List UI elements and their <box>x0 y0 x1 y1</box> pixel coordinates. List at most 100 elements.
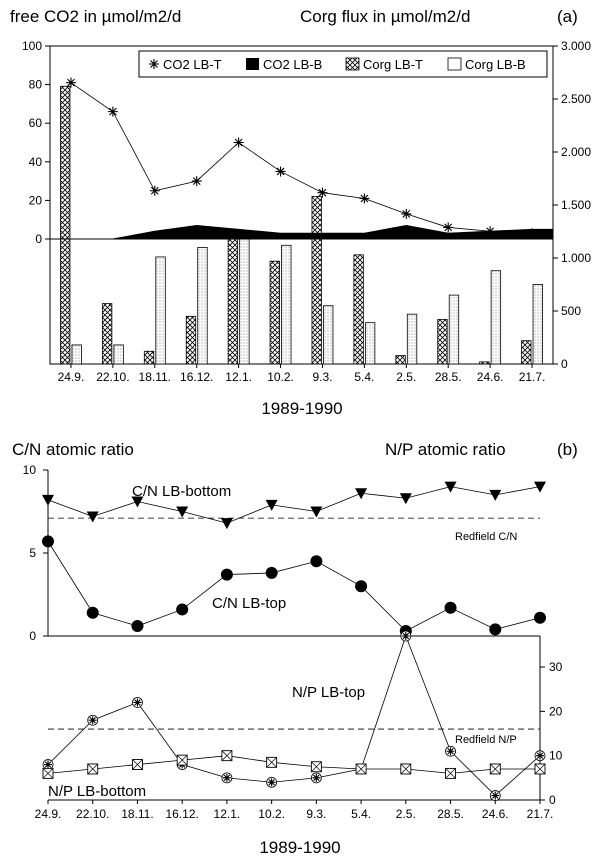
hatched-swatch-icon <box>345 57 360 71</box>
triangle-marker <box>176 506 189 518</box>
asterisk-marker <box>65 77 76 88</box>
x-tick-label: 22.10. <box>96 370 129 384</box>
panel-b: C/N atomic ratio N/P atomic ratio (b) 0 5… <box>12 440 578 857</box>
line-cn-lb-top <box>47 541 541 632</box>
y-left-tick-label: 5 <box>29 546 36 560</box>
square-cross <box>355 763 367 775</box>
y-left-tick-label: 40 <box>29 155 43 169</box>
y-right-tick-label: 2.500 <box>561 92 591 106</box>
panel-a-left-title: free CO2 in µmol/m2/d <box>10 7 181 26</box>
bar-corg-lb-t <box>521 340 532 365</box>
bar-corg-lb-b <box>364 322 376 365</box>
panel-a-legend: CO2 LB-T CO2 LB-B Corg LB-T Corg LB-B <box>138 50 548 78</box>
x-tick-label: 28.5. <box>437 807 464 821</box>
asterisk-marker <box>44 760 52 769</box>
circle-marker <box>355 580 368 593</box>
asterisk-marker <box>133 698 142 707</box>
x-tick-label: 10.2. <box>267 370 294 384</box>
asterisk-marker-icon <box>149 59 159 69</box>
x-tick-label: 12.1. <box>225 370 252 384</box>
asterisk-marker <box>536 751 544 760</box>
circle-marker <box>310 555 323 568</box>
square-cross <box>176 754 188 766</box>
x-tick-label: 22.10. <box>76 807 109 821</box>
asterisk-marker <box>359 193 370 204</box>
bar-corg-lb-b <box>113 344 124 365</box>
y-right-tick-label: 30 <box>549 660 563 674</box>
bar-corg-lb-b <box>448 294 460 365</box>
legend-item-co2-lb-t: CO2 LB-T <box>149 57 222 72</box>
square-cross <box>445 768 456 779</box>
square-cross <box>490 763 501 775</box>
x-tick-label: 24.6. <box>477 370 504 384</box>
x-tick-label: 21.7. <box>527 807 554 821</box>
asterisk-marker <box>401 632 410 640</box>
y-right-tick-label: 1.000 <box>561 251 591 265</box>
triangle-marker <box>310 506 323 518</box>
asterisk-marker <box>275 166 286 177</box>
line-np-lb-bottom <box>47 755 540 774</box>
panel-a-co2-b-area <box>50 224 554 240</box>
bar-corg-lb-t <box>437 319 448 365</box>
bar-corg-lb-b <box>281 244 292 365</box>
x-tick-label: 28.5. <box>435 370 462 384</box>
asterisk-marker <box>312 773 321 782</box>
asterisk-marker <box>222 773 231 782</box>
bar-corg-lb-t <box>479 361 490 365</box>
square-cross <box>400 763 412 775</box>
square-cross <box>534 763 546 775</box>
square-cross <box>132 759 143 770</box>
triangle-marker <box>131 496 144 508</box>
asterisk-marker <box>485 226 496 237</box>
panel-b-series <box>42 481 546 801</box>
bar-corg-lb-b <box>71 344 82 365</box>
triangle-marker <box>399 493 412 505</box>
y-left-tick-label: 10 <box>23 463 37 477</box>
x-tick-label: 24.9. <box>35 807 62 821</box>
y-right-tick-label: 0 <box>549 793 556 807</box>
y-left-tick-label: 0 <box>29 629 36 643</box>
y-left-tick-label: 20 <box>29 193 43 207</box>
legend-item-corg-lb-b: Corg LB-B <box>447 57 526 72</box>
circle-marker <box>444 601 457 614</box>
series-label-np-bottom: N/P LB-bottom <box>48 783 146 800</box>
triangle-marker <box>220 518 233 530</box>
asterisk-marker <box>446 747 455 756</box>
bar-corg-lb-t <box>395 355 406 365</box>
circle-marker <box>42 535 54 548</box>
legend-label: CO2 LB-B <box>263 57 322 72</box>
panel-a-xlabel: 1989-1990 <box>261 399 342 418</box>
x-tick-label: 21.7. <box>519 370 546 384</box>
bar-corg-lb-b <box>532 284 543 365</box>
series-label-cn-bottom: C/N LB-bottom <box>132 483 231 500</box>
bar-corg-lb-b <box>323 305 334 365</box>
annotation-redfield-cn: Redfield C/N <box>455 531 517 543</box>
bar-corg-lb-t <box>185 315 197 365</box>
x-tick-label: 18.11. <box>121 807 153 821</box>
y-left-tick-label: 80 <box>29 78 43 92</box>
legend-label: CO2 LB-T <box>163 57 222 72</box>
x-tick-label: 16.12. <box>165 807 198 821</box>
line-np-lb-top <box>47 634 541 797</box>
panel-b-right-title: N/P atomic ratio <box>385 440 506 459</box>
circle-marker <box>176 603 189 616</box>
asterisk-marker <box>107 106 118 117</box>
bar-corg-lb-b <box>155 256 166 365</box>
circle-marker <box>220 568 233 581</box>
series-label-np-top: N/P LB-top <box>292 684 365 701</box>
bar-corg-lb-b <box>406 313 418 365</box>
panel-b-label: (b) <box>557 440 578 459</box>
line-cn-lb-bottom <box>47 486 541 524</box>
bar-corg-lb-t <box>101 303 113 365</box>
asterisk-marker <box>267 778 276 787</box>
bar-corg-lb-t <box>143 350 155 365</box>
solid-swatch-icon <box>246 58 259 70</box>
x-tick-label: 2.5. <box>396 807 416 821</box>
bar-corg-lb-t <box>311 196 322 365</box>
legend-item-co2-lb-b: CO2 LB-B <box>246 57 322 72</box>
triangle-marker <box>42 494 54 506</box>
panel-a: free CO2 in µmol/m2/d Corg flux in µmol/… <box>10 7 591 418</box>
legend-box <box>138 50 548 78</box>
bar-corg-lb-b <box>197 246 208 365</box>
